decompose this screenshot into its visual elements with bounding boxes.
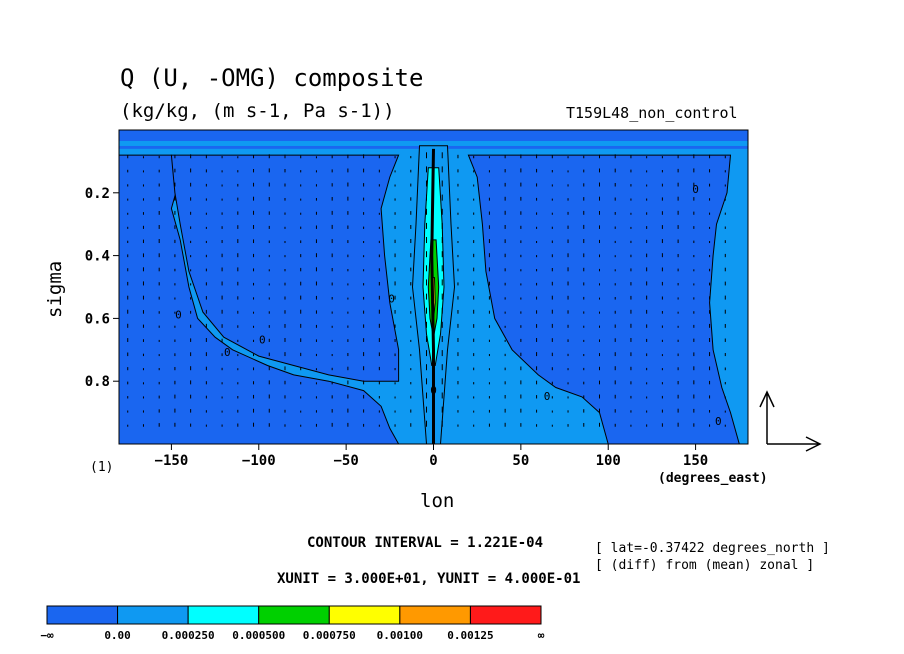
- contour-label: 0: [430, 384, 437, 397]
- colorbar-label: 0.00125: [447, 629, 493, 642]
- y-axis-ticks: 0.2 0.4 0.6 0.8: [85, 186, 119, 390]
- contour-label: 0: [259, 334, 266, 347]
- colorbar-swatch: [328, 605, 401, 625]
- colorbar-swatch: [469, 605, 542, 625]
- colorbar-label: 0.00: [104, 629, 131, 642]
- reference-arrows: [759, 390, 822, 452]
- x-tick-label: 0: [429, 453, 437, 469]
- run-label: T159L48_non_control: [566, 104, 738, 122]
- contour-label: 0: [224, 346, 231, 359]
- center-contour: [430, 148, 435, 444]
- y-tick-label: 0.6: [85, 311, 110, 327]
- vector-units: XUNIT = 3.000E+01, YUNIT = 4.000E-01: [277, 571, 581, 587]
- contour-label: 0: [544, 390, 551, 403]
- contour-label: 0: [388, 293, 395, 306]
- colorbar-label: 0.000750: [303, 629, 356, 642]
- contour-label: 0: [175, 308, 182, 321]
- contour-labels: 0 0 0 0 0 0 0 0: [175, 183, 722, 428]
- colorbar: −∞ 0.00 0.000250 0.000500 0.000750 0.00100 0.0…: [40, 605, 545, 642]
- x-tick-label: 50: [512, 453, 529, 469]
- chart-title: Q (U, -OMG) composite: [120, 64, 424, 92]
- colorbar-label: 0.000250: [162, 629, 215, 642]
- annotation-diff: [ (diff) from (mean) zonal ]: [595, 558, 815, 573]
- annotation-lat: [ lat=-0.37422 degrees_north ]: [595, 541, 830, 556]
- colorbar-swatch: [258, 605, 330, 625]
- colorbar-label: 0.000500: [232, 629, 285, 642]
- negative-region-west: [118, 154, 400, 445]
- colorbar-swatch: [187, 605, 260, 625]
- contour-label: 0: [715, 415, 722, 428]
- x-tick-label: 100: [596, 453, 621, 469]
- colorbar-label: 0.00100: [377, 629, 423, 642]
- colorbar-label: −∞: [40, 629, 54, 642]
- y-tick-label: 0.8: [85, 374, 110, 390]
- vector-field: [127, 152, 726, 427]
- colorbar-swatch: [46, 605, 119, 625]
- panel-label: (1): [90, 460, 114, 475]
- x-axis-label: lon: [420, 490, 455, 512]
- contour-field: [118, 130, 748, 445]
- x-tick-label: 150: [683, 453, 708, 469]
- x-tick-label: −150: [155, 453, 189, 469]
- x-tick-label: −100: [242, 453, 276, 469]
- colorbar-swatch: [399, 605, 471, 625]
- reference-vector: [759, 390, 822, 452]
- y-tick-label: 0.4: [85, 249, 110, 265]
- chart-units: (kg/kg, (m s-1, Pa s-1)): [120, 100, 395, 122]
- x-tick-label: −50: [333, 453, 358, 469]
- negative-region-central: [170, 154, 400, 382]
- y-tick-label: 0.2: [85, 186, 110, 202]
- top-stripe-inner: [119, 140, 748, 146]
- colorbar-swatch: [117, 605, 189, 625]
- contour-interval: CONTOUR INTERVAL = 1.221E-04: [307, 535, 544, 551]
- x-axis-units: (degrees_east): [658, 471, 768, 486]
- colorbar-label: ∞: [538, 629, 545, 642]
- x-axis-ticks: −150 −100 −50 0 50 100 150: [155, 444, 708, 469]
- contour-label: 0: [692, 183, 699, 196]
